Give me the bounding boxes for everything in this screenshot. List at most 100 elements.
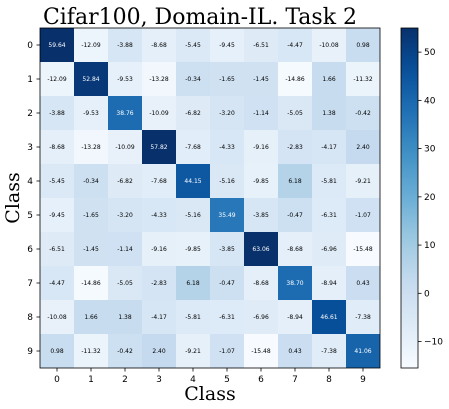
heatmap-cell — [176, 334, 210, 368]
heatmap-cell-label: -9.85 — [185, 246, 201, 253]
heatmap-cell — [312, 266, 346, 300]
heatmap-cell-label: -6.31 — [321, 212, 337, 219]
heatmap-cell — [244, 96, 278, 130]
heatmap-cell-label: -12.09 — [47, 76, 67, 83]
heatmap-cell — [74, 62, 108, 96]
heatmap-cell-label: -6.82 — [185, 110, 201, 117]
heatmap-cell — [278, 300, 312, 334]
heatmap-cell-label: 1.38 — [118, 314, 132, 321]
heatmap-cell — [40, 266, 74, 300]
heatmap-cell-label: -1.14 — [253, 110, 269, 117]
colorbar — [400, 27, 419, 369]
heatmap-cell — [142, 130, 176, 164]
heatmap-cell — [278, 130, 312, 164]
colorbar-tick-label: 10 — [424, 241, 436, 251]
heatmap-cell-label: -10.09 — [149, 110, 169, 117]
heatmap-cell — [108, 62, 142, 96]
heatmap-cell — [346, 164, 380, 198]
x-tick-label: 1 — [88, 375, 94, 385]
heatmap-cell-label: -10.08 — [47, 314, 67, 321]
heatmap-cell — [74, 300, 108, 334]
heatmap-cell-label: -5.05 — [117, 280, 133, 287]
heatmap-cell — [278, 266, 312, 300]
heatmap-cell-label: 57.82 — [150, 144, 167, 151]
heatmap-cell — [108, 96, 142, 130]
heatmap-cell — [108, 28, 142, 62]
colorbar-tick-label: −10 — [424, 338, 443, 348]
heatmap-cell — [244, 334, 278, 368]
y-tick-label: 3 — [27, 143, 33, 153]
heatmap-cell-label: -4.17 — [151, 314, 167, 321]
heatmap-cell-label: 1.66 — [84, 314, 98, 321]
heatmap-cell-label: 2.40 — [356, 144, 370, 151]
heatmap-cell-label: -10.09 — [115, 144, 135, 151]
y-tick-label: 0 — [27, 41, 33, 51]
heatmap-cell-label: -9.16 — [253, 144, 269, 151]
heatmap-cell — [346, 334, 380, 368]
plot-frame — [39, 27, 381, 369]
heatmap-cell — [74, 266, 108, 300]
colorbar-tick-label: 20 — [424, 193, 436, 203]
heatmap-cell — [108, 198, 142, 232]
heatmap-cell — [74, 198, 108, 232]
heatmap-cell-label: 38.76 — [116, 110, 133, 117]
heatmap-cell — [312, 232, 346, 266]
heatmap-cell — [176, 164, 210, 198]
heatmap-cell — [142, 232, 176, 266]
heatmap-cell-label: -6.51 — [49, 246, 65, 253]
heatmap-cell-label: -3.20 — [117, 212, 133, 219]
heatmap-cell — [312, 300, 346, 334]
heatmap-cell — [142, 198, 176, 232]
chart-title: Cifar100, Domain-IL. Task 2 — [43, 5, 357, 30]
heatmap-cell-label: -5.45 — [185, 42, 201, 49]
heatmap-cell-label: -8.94 — [287, 314, 303, 321]
heatmap-cell — [142, 62, 176, 96]
heatmap-cell-label: -5.05 — [287, 110, 303, 117]
y-tick-label: 9 — [27, 347, 33, 357]
heatmap-cell-label: -6.51 — [253, 42, 269, 49]
heatmap-cell — [312, 96, 346, 130]
heatmap-cell-label: -3.88 — [49, 110, 65, 117]
heatmap-cell — [278, 334, 312, 368]
heatmap-cell-label: -9.16 — [151, 246, 167, 253]
heatmap-cell-labels: 59.64 -12.09 -3.88 -8.68 -5.45 -9.45 -6.51 -4.4… — [47, 42, 373, 355]
heatmap-cell-label: 46.61 — [320, 314, 337, 321]
colorbar-tick-label: 0 — [424, 289, 430, 299]
heatmap-cell — [244, 266, 278, 300]
heatmap-cell — [40, 232, 74, 266]
heatmap-cell-label: -9.21 — [355, 178, 371, 185]
heatmap-cell-label: 41.06 — [354, 348, 371, 355]
heatmap-cell — [108, 300, 142, 334]
heatmap-cell — [346, 62, 380, 96]
heatmap-cell-label: -13.28 — [81, 144, 101, 151]
x-tick-label: 5 — [224, 375, 230, 385]
heatmap-cell-label: -7.38 — [355, 314, 371, 321]
heatmap-cell — [176, 300, 210, 334]
heatmap-cell — [176, 198, 210, 232]
heatmap-cell-label: -1.65 — [83, 212, 99, 219]
heatmap-cell-label: -14.86 — [285, 76, 305, 83]
heatmap-cell-label: 0.43 — [356, 280, 370, 287]
heatmap-cell-label: -3.85 — [253, 212, 269, 219]
heatmap-cell — [108, 266, 142, 300]
colorbar-tick-label: 40 — [424, 96, 436, 106]
colorbar-tick-label: 30 — [424, 145, 436, 155]
heatmap-cell — [244, 164, 278, 198]
heatmap-cell-label: 0.98 — [50, 348, 64, 355]
heatmap-cell-label: 63.06 — [252, 246, 269, 253]
heatmap-cell-label: 59.64 — [48, 42, 65, 49]
heatmap-cell-label: -9.53 — [117, 76, 133, 83]
heatmap-cell-label: -5.16 — [185, 212, 201, 219]
heatmap-cell-label: -0.42 — [117, 348, 133, 355]
heatmap-cell-label: -9.53 — [83, 110, 99, 117]
heatmap-cell — [210, 28, 244, 62]
heatmap-cell-label: -8.68 — [49, 144, 65, 151]
heatmap-cell — [346, 130, 380, 164]
heatmap-cell — [210, 334, 244, 368]
heatmap-cell — [40, 164, 74, 198]
heatmap-cell — [176, 130, 210, 164]
heatmap-cell — [142, 164, 176, 198]
x-axis-ticks: 0 1 2 3 4 5 6 7 8 9 — [54, 368, 366, 385]
heatmap-cell-label: -1.65 — [219, 76, 235, 83]
